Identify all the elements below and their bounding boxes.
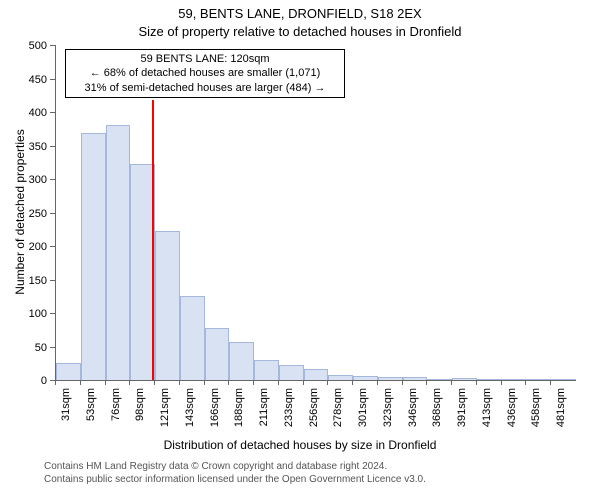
x-tick-mark	[327, 380, 328, 385]
x-tick-mark	[426, 380, 427, 385]
histogram-bar	[180, 296, 205, 380]
info-line-smaller: ← 68% of detached houses are smaller (1,…	[70, 66, 340, 80]
histogram-bar	[477, 379, 502, 380]
x-tick-mark	[80, 380, 81, 385]
x-tick-mark	[228, 380, 229, 385]
x-tick-mark	[501, 380, 502, 385]
histogram-bar	[551, 379, 576, 380]
histogram-bar	[81, 133, 106, 380]
footer-line1: Contains HM Land Registry data © Crown c…	[44, 460, 426, 473]
x-tick-mark	[525, 380, 526, 385]
y-tick-label: 400	[0, 107, 47, 119]
y-tick-mark	[50, 280, 55, 281]
x-tick-mark	[278, 380, 279, 385]
footer-line2: Contains public sector information licen…	[44, 473, 426, 486]
histogram-bar	[328, 375, 353, 380]
x-tick-label: 346sqm	[407, 388, 419, 438]
x-tick-label: 188sqm	[233, 388, 245, 438]
histogram-bar	[353, 376, 378, 380]
x-tick-label: 458sqm	[530, 388, 542, 438]
x-tick-label: 391sqm	[456, 388, 468, 438]
x-tick-label: 278sqm	[332, 388, 344, 438]
info-line-larger: 31% of semi-detached houses are larger (…	[70, 81, 340, 95]
x-tick-mark	[550, 380, 551, 385]
x-tick-label: 301sqm	[357, 388, 369, 438]
histogram-bar	[304, 369, 329, 380]
histogram-bar	[254, 360, 279, 380]
y-tick-label: 100	[0, 308, 47, 320]
x-tick-label: 143sqm	[184, 388, 196, 438]
x-tick-label: 53sqm	[85, 388, 97, 438]
histogram-bar	[378, 377, 403, 380]
histogram-bar	[229, 342, 254, 380]
x-tick-label: 76sqm	[110, 388, 122, 438]
x-tick-mark	[179, 380, 180, 385]
x-tick-mark	[352, 380, 353, 385]
x-tick-label: 98sqm	[134, 388, 146, 438]
histogram-bar	[279, 365, 304, 380]
x-tick-mark	[55, 380, 56, 385]
x-tick-label: 31sqm	[60, 388, 72, 438]
x-tick-mark	[476, 380, 477, 385]
y-tick-mark	[50, 347, 55, 348]
marker-line	[152, 100, 154, 380]
footer-attribution: Contains HM Land Registry data © Crown c…	[44, 460, 426, 486]
histogram-bar	[502, 379, 527, 380]
x-tick-label: 323sqm	[382, 388, 394, 438]
x-tick-mark	[303, 380, 304, 385]
x-tick-label: 413sqm	[481, 388, 493, 438]
histogram-bar	[452, 378, 477, 380]
x-tick-label: 121sqm	[159, 388, 171, 438]
y-tick-label: 0	[0, 375, 47, 387]
y-tick-mark	[50, 79, 55, 80]
y-tick-mark	[50, 112, 55, 113]
info-line-property: 59 BENTS LANE: 120sqm	[70, 52, 340, 66]
y-tick-mark	[50, 146, 55, 147]
x-tick-mark	[129, 380, 130, 385]
x-tick-label: 166sqm	[209, 388, 221, 438]
y-tick-mark	[50, 213, 55, 214]
y-axis-label: Number of detached properties	[13, 122, 27, 302]
x-tick-mark	[204, 380, 205, 385]
histogram-bar	[56, 363, 81, 380]
y-tick-mark	[50, 246, 55, 247]
histogram-bar	[526, 379, 551, 380]
histogram-bar	[205, 328, 230, 380]
x-tick-mark	[377, 380, 378, 385]
x-tick-label: 481sqm	[555, 388, 567, 438]
y-tick-mark	[50, 179, 55, 180]
x-tick-label: 233sqm	[283, 388, 295, 438]
x-tick-label: 436sqm	[506, 388, 518, 438]
x-axis-label: Distribution of detached houses by size …	[0, 438, 600, 452]
histogram-bar	[403, 377, 428, 380]
x-tick-mark	[253, 380, 254, 385]
histogram-bar	[155, 231, 180, 380]
y-tick-mark	[50, 313, 55, 314]
y-tick-mark	[50, 45, 55, 46]
x-tick-label: 368sqm	[431, 388, 443, 438]
chart-subtitle: Size of property relative to detached ho…	[0, 24, 600, 39]
histogram-bar	[427, 379, 452, 380]
x-tick-mark	[154, 380, 155, 385]
y-tick-label: 50	[0, 342, 47, 354]
x-tick-mark	[402, 380, 403, 385]
chart-title-address: 59, BENTS LANE, DRONFIELD, S18 2EX	[0, 6, 600, 21]
y-tick-label: 450	[0, 74, 47, 86]
x-tick-label: 256sqm	[308, 388, 320, 438]
x-tick-mark	[451, 380, 452, 385]
histogram-bar	[106, 125, 131, 380]
x-tick-mark	[105, 380, 106, 385]
info-box: 59 BENTS LANE: 120sqm ← 68% of detached …	[65, 49, 345, 98]
y-tick-label: 500	[0, 40, 47, 52]
x-tick-label: 211sqm	[258, 388, 270, 438]
chart-container: { "title_line1": "59, BENTS LANE, DRONFI…	[0, 0, 600, 500]
